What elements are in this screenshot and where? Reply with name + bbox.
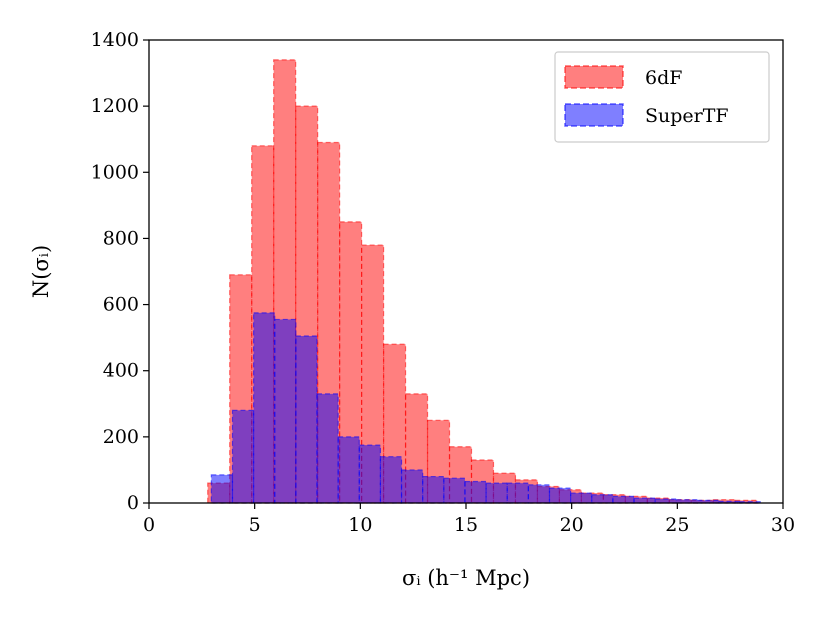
y-axis-label: N(σᵢ)	[29, 245, 53, 298]
bar-supertf-2	[253, 312, 276, 504]
bar-supertf-18	[591, 494, 614, 504]
bar-supertf-9	[400, 469, 424, 504]
bars-layer	[207, 59, 762, 504]
y-tick-label-2: 400	[103, 360, 139, 382]
bar-supertf-4	[295, 335, 318, 504]
y-tick-label-4: 800	[103, 227, 139, 249]
axis-ticks: 0 5 10 15 20 25 30 0 200 400 600 800 1000 1200 1400	[91, 29, 795, 536]
bar-supertf-20	[633, 497, 656, 504]
bar-supertf-12	[464, 480, 487, 504]
legend-swatch-supertf	[564, 103, 624, 127]
x-tick-label-5: 25	[665, 514, 689, 536]
x-tick-label-0: 0	[143, 514, 155, 536]
x-tick-label-3: 15	[454, 514, 478, 536]
bar-supertf-17	[570, 492, 593, 504]
bar-supertf-8	[379, 456, 403, 504]
x-tick-label-1: 5	[249, 514, 261, 536]
y-tick-label-0: 0	[127, 492, 139, 514]
x-tick-label-2: 10	[348, 514, 372, 536]
series-supertf	[210, 312, 762, 504]
bar-supertf-15	[527, 484, 551, 504]
legend: 6dF SuperTF	[554, 51, 770, 143]
y-tick-label-3: 600	[103, 294, 139, 316]
bar-supertf-3	[274, 318, 297, 504]
bar-supertf-6	[337, 436, 360, 504]
bar-supertf-16	[548, 487, 572, 504]
bar-supertf-5	[316, 393, 339, 504]
legend-label-supertf: SuperTF	[645, 105, 729, 127]
x-tick-label-6: 30	[771, 514, 795, 536]
y-tick-label-1: 200	[103, 426, 139, 448]
bar-supertf-1	[231, 409, 255, 504]
bar-supertf-0	[210, 474, 234, 504]
legend-label-6df: 6dF	[645, 67, 682, 89]
bar-supertf-14	[506, 482, 529, 504]
y-tick-label-6: 1200	[91, 95, 139, 117]
legend-swatch-6df	[564, 65, 624, 89]
y-tick-label-7: 1400	[91, 29, 139, 51]
bar-supertf-7	[358, 444, 382, 504]
bar-supertf-11	[443, 477, 466, 504]
x-axis-label: σᵢ (h⁻¹ Mpc)	[402, 566, 530, 590]
y-tick-label-5: 1000	[91, 161, 139, 183]
bar-supertf-13	[485, 482, 508, 504]
bar-supertf-19	[612, 495, 635, 504]
bar-supertf-10	[422, 475, 445, 504]
x-tick-label-4: 20	[560, 514, 584, 536]
